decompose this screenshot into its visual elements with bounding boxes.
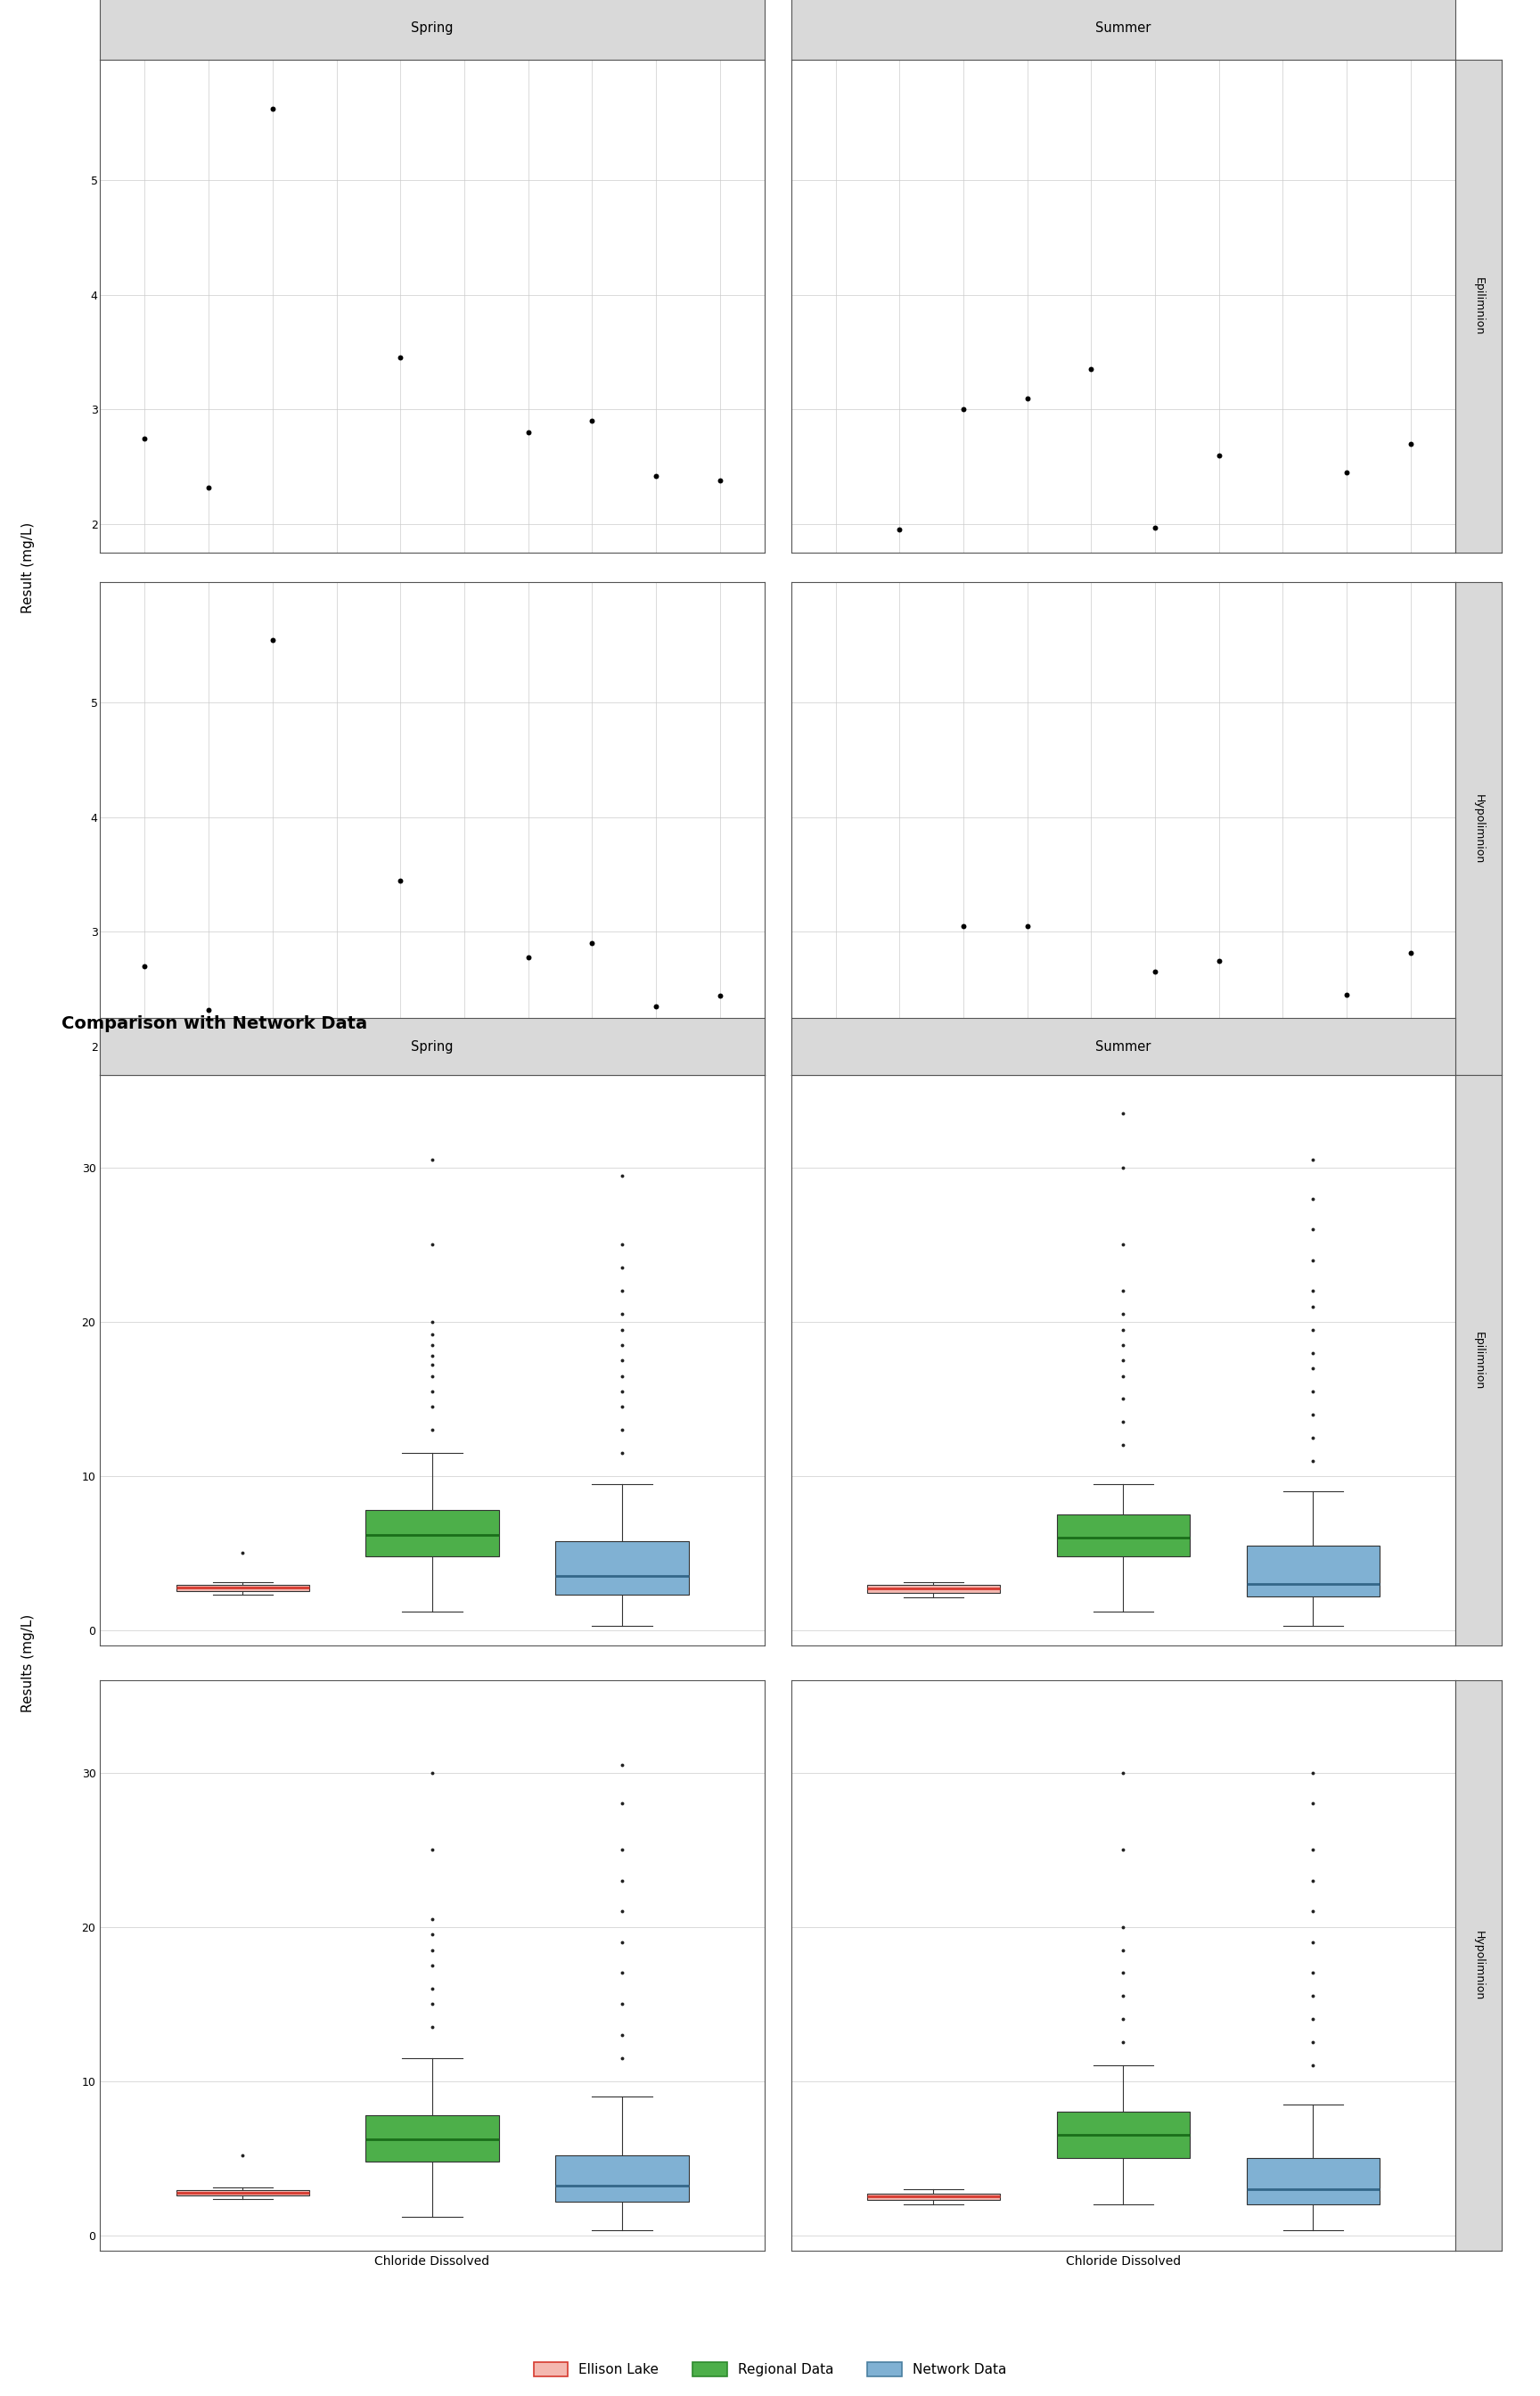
Point	[1334, 975, 1358, 1014]
FancyBboxPatch shape	[556, 1541, 688, 1596]
Point	[132, 419, 157, 458]
X-axis label: Chloride Dissolved: Chloride Dissolved	[374, 2255, 490, 2269]
Point	[132, 946, 157, 985]
Point	[388, 860, 413, 898]
Point	[887, 1028, 912, 1066]
FancyBboxPatch shape	[1246, 2159, 1380, 2204]
Point	[1080, 350, 1104, 388]
FancyBboxPatch shape	[367, 1509, 499, 1557]
Point	[952, 391, 976, 429]
Text: Result (mg/L): Result (mg/L)	[22, 522, 34, 613]
FancyBboxPatch shape	[367, 2116, 499, 2161]
Point	[644, 458, 668, 496]
Text: Results (mg/L): Results (mg/L)	[22, 1615, 34, 1713]
Point	[707, 978, 732, 1016]
Point	[1143, 508, 1167, 546]
Point	[1398, 424, 1423, 462]
Point	[260, 91, 285, 129]
Point	[516, 937, 541, 975]
FancyBboxPatch shape	[867, 2195, 999, 2200]
Point	[1143, 954, 1167, 992]
Point	[260, 621, 285, 659]
Point	[579, 925, 604, 963]
Point	[1015, 908, 1040, 946]
Point	[644, 987, 668, 1025]
Point	[197, 990, 222, 1028]
FancyBboxPatch shape	[556, 2154, 688, 2202]
FancyBboxPatch shape	[176, 2190, 310, 2195]
Point	[579, 403, 604, 441]
Point	[1080, 1028, 1104, 1066]
Point	[1207, 436, 1232, 474]
Point	[1207, 942, 1232, 980]
Point	[824, 1030, 849, 1069]
Point	[1334, 453, 1358, 491]
Legend: Ellison Lake, Regional Data, Network Data: Ellison Lake, Regional Data, Network Dat…	[528, 2358, 1012, 2382]
FancyBboxPatch shape	[867, 1586, 999, 1593]
Point	[388, 338, 413, 376]
FancyBboxPatch shape	[1056, 1514, 1189, 1557]
Point	[1015, 379, 1040, 417]
FancyBboxPatch shape	[176, 1586, 310, 1591]
X-axis label: Chloride Dissolved: Chloride Dissolved	[1066, 2255, 1181, 2269]
Point	[516, 412, 541, 450]
Point	[197, 467, 222, 506]
Text: Comparison with Network Data: Comparison with Network Data	[62, 1016, 368, 1033]
FancyBboxPatch shape	[1056, 2111, 1189, 2159]
FancyBboxPatch shape	[1246, 1545, 1380, 1596]
Point	[887, 510, 912, 549]
Point	[952, 908, 976, 946]
Point	[1398, 934, 1423, 973]
Point	[707, 462, 732, 501]
